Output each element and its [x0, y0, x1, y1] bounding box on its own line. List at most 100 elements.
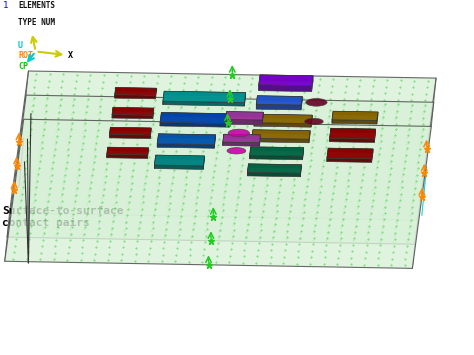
- Polygon shape: [155, 165, 203, 169]
- Polygon shape: [155, 155, 205, 159]
- Polygon shape: [248, 164, 301, 168]
- Polygon shape: [252, 133, 310, 143]
- Polygon shape: [259, 75, 313, 86]
- Polygon shape: [262, 112, 264, 125]
- Polygon shape: [259, 135, 261, 146]
- Polygon shape: [112, 107, 154, 115]
- Polygon shape: [157, 134, 216, 145]
- Polygon shape: [256, 100, 302, 110]
- Polygon shape: [115, 91, 156, 99]
- Polygon shape: [112, 114, 153, 119]
- Polygon shape: [5, 119, 431, 268]
- Polygon shape: [109, 134, 150, 138]
- Polygon shape: [214, 135, 216, 148]
- Polygon shape: [256, 96, 302, 105]
- Polygon shape: [226, 111, 227, 124]
- Text: ELEMENTS: ELEMENTS: [18, 1, 55, 10]
- Polygon shape: [161, 113, 231, 117]
- Polygon shape: [160, 113, 161, 126]
- Polygon shape: [253, 130, 310, 134]
- Polygon shape: [223, 142, 259, 146]
- Text: U: U: [18, 41, 23, 50]
- Polygon shape: [256, 104, 301, 110]
- Polygon shape: [155, 155, 205, 166]
- Polygon shape: [223, 134, 224, 146]
- Polygon shape: [247, 164, 248, 176]
- Polygon shape: [333, 111, 378, 115]
- Polygon shape: [109, 127, 151, 135]
- Polygon shape: [252, 138, 309, 143]
- Polygon shape: [109, 127, 110, 138]
- Polygon shape: [108, 147, 148, 151]
- Polygon shape: [254, 122, 311, 127]
- Polygon shape: [160, 113, 231, 124]
- Polygon shape: [301, 97, 302, 110]
- Polygon shape: [374, 129, 376, 142]
- Polygon shape: [259, 85, 312, 92]
- Text: TYPE NUM: TYPE NUM: [18, 18, 55, 27]
- Polygon shape: [160, 116, 231, 127]
- Polygon shape: [107, 151, 148, 158]
- Polygon shape: [223, 134, 261, 143]
- Polygon shape: [250, 150, 304, 160]
- Polygon shape: [250, 147, 251, 159]
- Polygon shape: [255, 114, 312, 119]
- Polygon shape: [309, 131, 310, 143]
- Polygon shape: [372, 149, 373, 162]
- Polygon shape: [157, 144, 214, 148]
- Polygon shape: [259, 81, 313, 92]
- Polygon shape: [329, 128, 376, 139]
- Polygon shape: [254, 114, 312, 124]
- Text: ROT: ROT: [18, 51, 33, 60]
- Polygon shape: [251, 147, 304, 151]
- Polygon shape: [223, 138, 261, 146]
- Polygon shape: [327, 152, 373, 162]
- Polygon shape: [256, 96, 257, 109]
- Polygon shape: [227, 111, 264, 117]
- Polygon shape: [332, 111, 333, 123]
- Polygon shape: [203, 156, 205, 169]
- Polygon shape: [163, 91, 246, 103]
- Polygon shape: [107, 147, 108, 158]
- Polygon shape: [116, 87, 156, 92]
- Polygon shape: [153, 108, 154, 119]
- Polygon shape: [115, 94, 155, 99]
- Polygon shape: [247, 167, 301, 177]
- Polygon shape: [226, 119, 262, 125]
- Polygon shape: [158, 134, 216, 138]
- Polygon shape: [247, 164, 301, 173]
- Polygon shape: [250, 155, 302, 160]
- Polygon shape: [327, 148, 328, 162]
- Polygon shape: [257, 96, 302, 102]
- Polygon shape: [254, 114, 255, 126]
- Ellipse shape: [306, 98, 327, 106]
- Polygon shape: [250, 147, 304, 156]
- Polygon shape: [163, 91, 164, 105]
- Polygon shape: [332, 115, 378, 124]
- Text: 1: 1: [2, 1, 8, 10]
- Polygon shape: [115, 87, 156, 95]
- Polygon shape: [155, 88, 156, 99]
- Polygon shape: [163, 95, 246, 106]
- Polygon shape: [107, 154, 147, 158]
- Polygon shape: [259, 75, 260, 91]
- Polygon shape: [163, 101, 245, 106]
- Polygon shape: [224, 134, 261, 138]
- Polygon shape: [331, 128, 376, 132]
- Polygon shape: [113, 107, 154, 111]
- Polygon shape: [112, 107, 113, 118]
- Polygon shape: [157, 137, 216, 148]
- Polygon shape: [329, 132, 376, 142]
- Polygon shape: [328, 148, 373, 152]
- Ellipse shape: [227, 148, 246, 154]
- Polygon shape: [164, 91, 246, 96]
- Polygon shape: [107, 147, 148, 155]
- Polygon shape: [160, 122, 229, 127]
- Polygon shape: [332, 120, 377, 124]
- Text: Surface-to-surface
contact pairs: Surface-to-surface contact pairs: [2, 206, 124, 228]
- Polygon shape: [254, 118, 312, 127]
- Polygon shape: [312, 76, 313, 92]
- Polygon shape: [302, 148, 304, 160]
- Polygon shape: [252, 130, 310, 139]
- Text: X: X: [68, 51, 73, 60]
